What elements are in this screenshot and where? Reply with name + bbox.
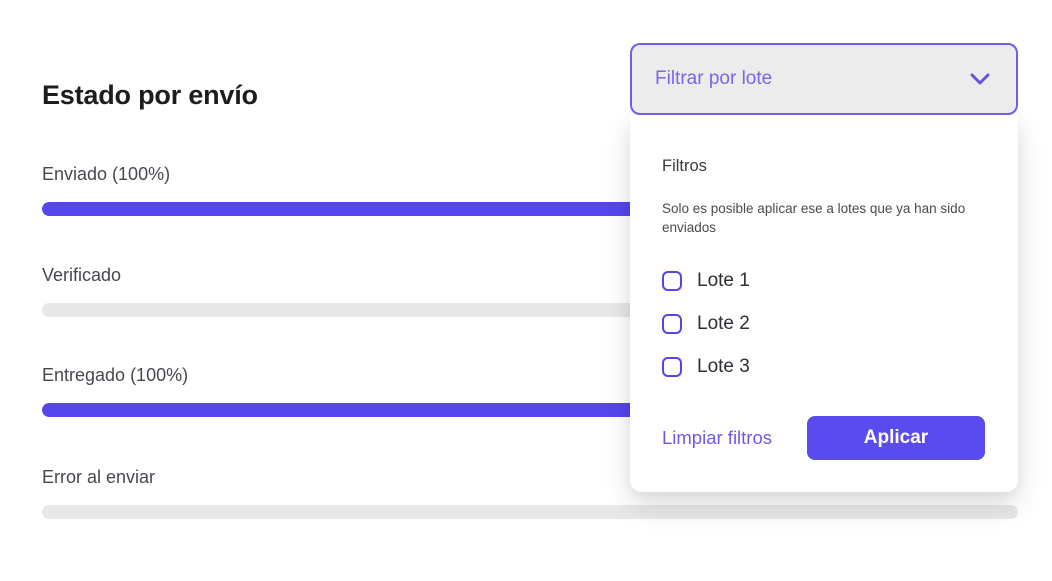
status-row-error: Error al enviar [42, 466, 1018, 526]
option-row-lote-1[interactable]: Lote 1 [662, 259, 750, 302]
row-label: Enviado (100%) [42, 164, 171, 184]
apply-button[interactable]: Aplicar [807, 416, 985, 460]
option-row-lote-3[interactable]: Lote 3 [662, 345, 750, 388]
lot-option-list: Lote 1 Lote 2 Lote 3 [662, 259, 750, 388]
option-row-lote-2[interactable]: Lote 2 [662, 302, 750, 345]
filter-by-lot-dropdown-button[interactable]: Filtrar por lote [630, 43, 1018, 115]
filter-panel-description: Solo es posible aplicar ese a lotes que … [662, 201, 966, 235]
row-label: Verificado [42, 265, 122, 285]
checkbox-lote-1[interactable] [662, 270, 682, 291]
row-label: Entregado (100%) [42, 365, 189, 385]
checkbox-lote-2[interactable] [662, 313, 682, 334]
filter-panel-heading: Filtros [662, 157, 707, 175]
filter-dropdown-label: Filtrar por lote [655, 68, 773, 89]
row-label: Error al enviar [42, 467, 156, 487]
option-label: Lote 2 [697, 312, 750, 334]
page-title: Estado por envío [42, 80, 258, 111]
filter-panel: Filtros Solo es posible aplicar ese a lo… [630, 115, 1018, 492]
chevron-down-icon [970, 73, 990, 85]
checkbox-lote-3[interactable] [662, 356, 682, 377]
clear-filters-link[interactable]: Limpiar filtros [662, 427, 772, 448]
progress-track [42, 505, 1018, 519]
filter-panel-footer: Limpiar filtros Aplicar [662, 416, 985, 460]
option-label: Lote 1 [697, 269, 750, 291]
option-label: Lote 3 [697, 355, 750, 377]
